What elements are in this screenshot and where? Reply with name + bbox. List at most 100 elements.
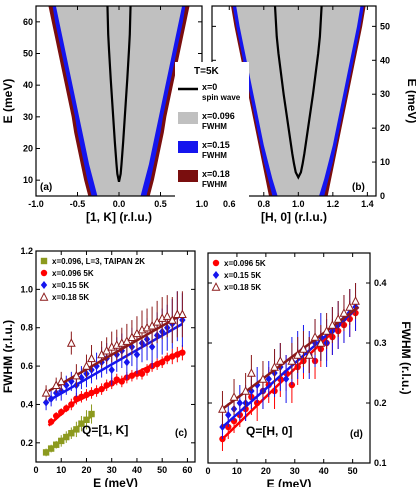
y-axis-label: FWHM (r.l.u.)	[399, 321, 413, 394]
legend-label: x=0.096	[202, 111, 235, 121]
marker-triangle	[327, 320, 337, 329]
marker-triangle	[162, 311, 172, 320]
marker-circle	[128, 372, 136, 379]
marker-diamond	[108, 365, 115, 374]
legend-sublabel: FWHM	[202, 151, 227, 160]
marker-triangle	[87, 353, 96, 363]
marker-circle	[138, 370, 146, 377]
marker-triangle	[304, 350, 314, 359]
legend-entry: x=0.096 5K	[224, 259, 266, 268]
marker-triangle	[39, 292, 49, 301]
x-tick-label: 0.0	[113, 199, 126, 209]
x-tick-label: 0	[205, 466, 210, 476]
x-tick-label: 50	[348, 466, 358, 476]
legend-entry: x=0.15 5K	[52, 281, 89, 290]
marker-diamond	[148, 342, 156, 351]
x-tick-label: 1.4	[361, 199, 374, 209]
marker-square	[40, 257, 48, 265]
x-tick-label: 50	[157, 465, 167, 475]
y-axis-label: E (meV)	[1, 79, 15, 124]
legend-box-darkred	[178, 170, 198, 182]
marker-triangle	[41, 388, 51, 397]
marker-diamond	[68, 377, 75, 386]
marker-square	[73, 426, 80, 433]
marker-triangle	[167, 315, 177, 324]
y-tick-label: 10	[380, 157, 390, 167]
y-tick-label: 0.1	[374, 458, 387, 468]
x-tick-label: 40	[132, 465, 142, 475]
legend-entry: x=0.18 5K	[52, 293, 89, 302]
marker-circle	[143, 366, 151, 374]
legend-entry: x=0.18 5K	[224, 283, 261, 292]
fit-line-brown	[47, 313, 184, 393]
y-tick-label: 0.6	[20, 361, 33, 371]
panel-label: (d)	[350, 429, 363, 440]
marker-triangle	[177, 309, 187, 318]
marker-square	[68, 430, 75, 437]
y-tick-label: 1.2	[20, 246, 33, 256]
marker-diamond	[42, 398, 50, 407]
legend-entry: x=0.15 5K	[224, 271, 261, 280]
y-axis-label: FWHM (r.l.u.)	[1, 320, 15, 393]
y-tick-label: 0.4	[20, 399, 33, 409]
marker-circle	[78, 393, 85, 400]
marker-diamond	[78, 373, 85, 382]
marker-square	[88, 410, 95, 418]
marker-circle	[113, 376, 120, 383]
marker-triangle	[66, 338, 76, 347]
y-tick-label: 50	[23, 49, 33, 59]
marker-square	[52, 441, 60, 448]
y-tick-label: 0.2	[374, 398, 387, 408]
y-axis-label: E (meV)	[405, 79, 416, 124]
q-label: Q=[H, 0]	[246, 424, 292, 438]
marker-triangle	[333, 314, 343, 323]
x-tick-label: -0.5	[70, 199, 86, 209]
legend-label: x=0.18	[202, 169, 230, 179]
y-tick-label: 10	[23, 175, 33, 185]
marker-circle	[47, 418, 55, 425]
marker-diamond	[212, 271, 220, 279]
band-gray	[55, 6, 183, 196]
marker-diamond	[225, 411, 232, 419]
y-tick-label: 40	[23, 80, 33, 90]
marker-square	[47, 445, 55, 452]
y-tick-label: 1.0	[20, 284, 33, 294]
marker-square	[78, 420, 85, 427]
plot-frame	[207, 252, 371, 464]
legend-entry: x=0.096, L=3, TAIPAN 2K	[52, 257, 145, 266]
panel-c: 0 10 20 30 40 50 60 0.2 0.4 0.6 0.8 1.0 1.2 E (meV) FW…	[1, 246, 196, 487]
marker-circle	[179, 349, 186, 356]
y-tick-label: 60	[23, 17, 33, 27]
marker-triangle	[246, 368, 256, 377]
y-tick-label: 0.3	[374, 338, 387, 348]
marker-circle	[169, 353, 176, 360]
x-axis-label: E (meV)	[267, 477, 312, 487]
q-label: Q=[1, K]	[82, 423, 128, 437]
bands-group	[230, 6, 366, 196]
y-tick-label: 20	[23, 144, 33, 154]
marker-triangle	[293, 350, 303, 359]
x-tick-label: 10	[56, 465, 66, 475]
marker-square	[63, 433, 70, 441]
marker-circle	[83, 391, 90, 399]
x-tick-label: 30	[107, 465, 117, 475]
x-tick-label: 0.8	[258, 199, 271, 209]
legend-title: T=5K	[194, 66, 220, 77]
marker-square	[83, 416, 90, 423]
legend-entry: x=0.096 5K	[52, 269, 94, 278]
marker-triangle	[345, 302, 355, 311]
y-tick-label: 20	[380, 123, 390, 133]
x-tick-label: 1.2	[327, 199, 340, 209]
marker-triangle	[310, 332, 320, 341]
marker-circle	[174, 351, 181, 358]
legend-box-gray	[178, 112, 198, 124]
panel-label: (b)	[352, 182, 365, 193]
marker-diamond	[236, 399, 244, 407]
marker-triangle	[287, 356, 297, 365]
marker-triangle	[339, 308, 349, 317]
y-tick-label: 50	[380, 21, 390, 31]
band-gray	[236, 6, 361, 196]
spin-wave-line	[106, 6, 132, 182]
